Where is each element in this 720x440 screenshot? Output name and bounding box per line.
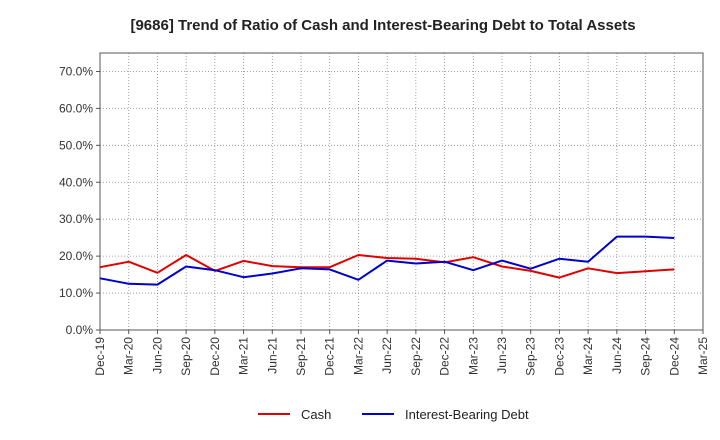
axes: 0.0% 10.0% 20.0% 30.0% 40.0% 50.0% 60.0% 70.0% D… — [59, 52, 710, 376]
x-tick-label: Dec-19 — [93, 337, 107, 376]
y-tick-label: 10.0% — [59, 286, 93, 300]
grid — [100, 53, 703, 330]
y-tick-label: 0.0% — [66, 323, 94, 337]
y-tick-label: 70.0% — [59, 64, 93, 78]
x-tick-label: Jun-24 — [610, 337, 624, 374]
x-tick-label: Jun-22 — [380, 337, 394, 374]
x-tick-label: Sep-21 — [294, 337, 308, 376]
y-tick-label: 50.0% — [59, 138, 93, 152]
x-tick-label: Dec-20 — [208, 337, 222, 376]
x-tick-label: Jun-21 — [265, 337, 279, 374]
x-tick-label: Sep-24 — [639, 337, 653, 376]
x-tick-label: Mar-25 — [696, 337, 710, 375]
x-tick-label: Mar-23 — [466, 337, 480, 375]
x-tick-label: Mar-20 — [122, 337, 136, 375]
x-tick-label: Jun-20 — [150, 337, 164, 374]
x-tick-label: Mar-22 — [351, 337, 365, 375]
x-tick-label: Sep-23 — [524, 337, 538, 376]
series-line-cash — [99, 254, 675, 279]
x-tick-label: Dec-21 — [323, 337, 337, 376]
legend-label: Interest-Bearing Debt — [405, 407, 529, 422]
y-tick-label: 20.0% — [59, 249, 93, 263]
x-tick-label: Dec-24 — [667, 337, 681, 376]
y-tick-label: 60.0% — [59, 101, 93, 115]
legend: Cash Interest-Bearing Debt — [258, 407, 529, 422]
series-group — [99, 235, 675, 286]
x-tick-label: Sep-22 — [409, 337, 423, 376]
x-tick-label: Mar-24 — [581, 337, 595, 375]
series-line-interest-bearing-debt — [99, 235, 675, 286]
x-tick-label: Dec-22 — [438, 337, 452, 376]
x-tick-label: Sep-20 — [179, 337, 193, 376]
chart-title: [9686] Trend of Ratio of Cash and Intere… — [130, 17, 635, 34]
y-tick-label: 30.0% — [59, 212, 93, 226]
x-tick-label: Dec-23 — [552, 337, 566, 376]
y-tick-label: 40.0% — [59, 175, 93, 189]
plot-frame — [99, 52, 704, 331]
x-tick-label: Mar-21 — [237, 337, 251, 375]
legend-label: Cash — [301, 407, 331, 422]
x-tick-label: Jun-23 — [495, 337, 509, 374]
